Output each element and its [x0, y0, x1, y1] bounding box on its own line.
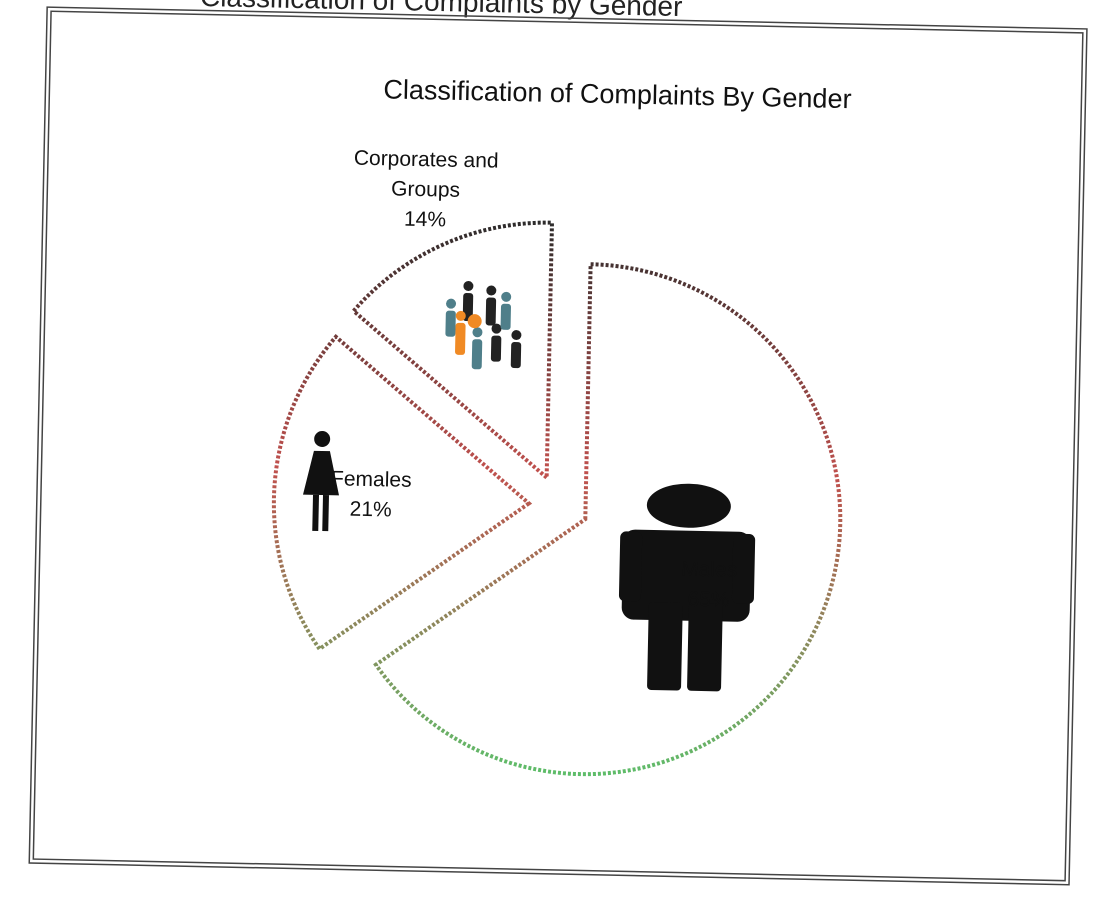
frame-outer	[28, 6, 1088, 886]
slice-label: Corporates and Groups 14%	[325, 143, 527, 237]
slice-label: Females 21%	[270, 463, 471, 527]
pie-slice	[373, 262, 843, 777]
category-label: Corporates and Groups	[353, 146, 499, 202]
group-icon	[445, 281, 522, 370]
value-label: 21%	[349, 497, 392, 522]
category-label: Males	[680, 557, 738, 583]
pie-slice	[350, 220, 555, 482]
slice-label: Males 65%	[608, 553, 809, 617]
chart-title: Classification of Complaints By Gender	[383, 74, 852, 114]
female-icon	[303, 431, 340, 532]
pie-slice	[271, 333, 533, 652]
male-icon	[618, 483, 756, 692]
category-label: Females	[330, 467, 412, 492]
value-label: 14%	[403, 207, 447, 232]
value-label: 65%	[687, 587, 730, 612]
frame-inner	[32, 10, 1084, 882]
